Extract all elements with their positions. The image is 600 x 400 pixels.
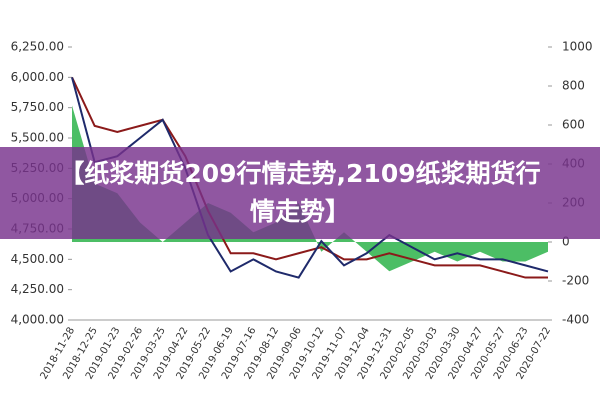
line xyxy=(71,76,548,279)
y-tick-label: 5,500.00 xyxy=(11,131,64,145)
y2-tick-label: 600 xyxy=(562,118,585,132)
y2-tick-label: -200 xyxy=(562,274,589,288)
y-tick-label: 6,000.00 xyxy=(11,70,64,84)
y2-tick-label: -400 xyxy=(562,313,589,327)
banner-text: 【纸浆期货209行情走势,2109纸浆期货行情走势】 xyxy=(59,159,541,226)
y-tick-label: 4,000.00 xyxy=(11,313,64,327)
banner: 【纸浆期货209行情走势,2109纸浆期货行情走势】 xyxy=(0,147,600,239)
y2-tick-label: 1000 xyxy=(562,40,593,54)
y-tick-label: 4,500.00 xyxy=(11,252,64,266)
y-tick-label: 6,250.00 xyxy=(11,40,64,54)
y2-tick-label: 800 xyxy=(562,79,585,93)
y-tick-label: 4,250.00 xyxy=(11,282,64,296)
y2-tick-label: 0 xyxy=(562,235,570,249)
line xyxy=(71,77,549,279)
y-tick-label: 5,750.00 xyxy=(11,100,64,114)
